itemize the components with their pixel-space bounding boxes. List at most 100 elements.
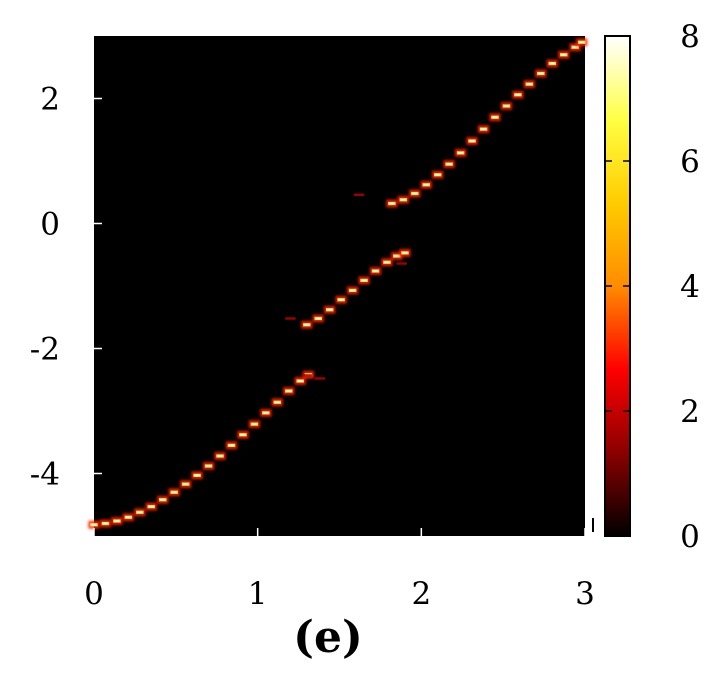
x-tick-label: 0 bbox=[84, 576, 104, 612]
band-segment bbox=[237, 430, 249, 439]
band-segment bbox=[168, 488, 180, 497]
band-segment bbox=[489, 113, 501, 122]
band-segment bbox=[443, 160, 455, 169]
y-tick-label: -2 bbox=[30, 332, 60, 368]
y-tick-label: 0 bbox=[40, 207, 60, 243]
band-segment-peak bbox=[315, 317, 322, 320]
band-segment-peak bbox=[384, 261, 390, 264]
band-segment bbox=[512, 90, 524, 99]
band-faint-segment bbox=[396, 262, 407, 265]
band-segment-peak bbox=[578, 41, 585, 44]
band-faint-segment bbox=[285, 317, 296, 320]
band-segment bbox=[145, 502, 158, 511]
band-segment bbox=[202, 462, 215, 470]
band-segment bbox=[391, 252, 403, 260]
band-segment-peak bbox=[102, 522, 109, 525]
band-segment-peak bbox=[537, 72, 544, 75]
band-segment bbox=[431, 170, 444, 179]
band-segment bbox=[381, 258, 393, 267]
band-segment-peak bbox=[274, 401, 281, 404]
band-segment bbox=[369, 267, 382, 275]
colorbar: 0 2 4 6 8 bbox=[604, 19, 700, 555]
band-segment bbox=[99, 519, 112, 528]
band-segment-peak bbox=[159, 498, 166, 501]
band-segment-peak bbox=[148, 505, 155, 508]
band-segment bbox=[335, 295, 347, 304]
band-segment-peak bbox=[240, 433, 246, 436]
band-segment bbox=[535, 69, 547, 78]
band-segment bbox=[214, 452, 226, 460]
band-segment-peak bbox=[549, 62, 556, 65]
band-segment-peak bbox=[303, 323, 310, 326]
band-segment bbox=[575, 38, 588, 47]
band-segment-peak bbox=[338, 298, 345, 301]
band-segment-peak bbox=[262, 412, 269, 414]
band-segment bbox=[557, 50, 570, 59]
band-segment-peak bbox=[526, 83, 533, 85]
band-segment bbox=[260, 408, 272, 417]
band-segment bbox=[569, 43, 581, 52]
band-segment bbox=[294, 377, 306, 385]
band-segment-peak bbox=[194, 474, 200, 477]
band-faint-segment bbox=[353, 193, 365, 196]
band-segment-peak bbox=[125, 516, 132, 519]
x-tick-label: 1 bbox=[248, 576, 268, 612]
colorbar-ticks: 0 2 4 6 8 bbox=[605, 19, 700, 555]
band-segment-peak bbox=[349, 289, 356, 292]
band-segment bbox=[111, 517, 123, 525]
band-segment bbox=[157, 495, 169, 504]
band-segment-peak bbox=[480, 128, 487, 130]
band-segment-peak bbox=[171, 491, 178, 494]
band-segment-peak bbox=[361, 279, 367, 282]
band-segment bbox=[191, 471, 203, 480]
band-segment bbox=[346, 286, 359, 295]
band-segment bbox=[358, 276, 370, 285]
band-segment-peak bbox=[572, 46, 579, 49]
band-segment-peak bbox=[389, 202, 395, 205]
plot-background bbox=[94, 36, 585, 536]
band-marks bbox=[88, 38, 588, 529]
band-faint-segment bbox=[314, 377, 326, 380]
band-segment-peak bbox=[492, 116, 498, 119]
y-axis-ticks: -4 -2 0 2 bbox=[30, 82, 102, 493]
band-segment-peak bbox=[434, 173, 441, 176]
band-segment-peak bbox=[393, 255, 400, 257]
colorbar-tick-label: 8 bbox=[680, 19, 700, 55]
band-segment-peak bbox=[136, 511, 143, 514]
band-segment-peak bbox=[182, 483, 189, 485]
band-segment bbox=[312, 314, 324, 323]
band-segment-peak bbox=[297, 380, 304, 382]
colorbar-tick-label: 4 bbox=[680, 269, 700, 305]
band-segment bbox=[477, 125, 490, 134]
band-segment bbox=[466, 137, 478, 145]
band-segment bbox=[88, 520, 100, 529]
band-segment-peak bbox=[402, 252, 408, 254]
band-segment-peak bbox=[560, 53, 567, 56]
band-segment-peak bbox=[228, 444, 235, 447]
panel-label: (e) bbox=[293, 612, 363, 663]
band-segment-peak bbox=[251, 423, 258, 425]
band-segment-peak bbox=[457, 152, 464, 154]
band-faint-segment bbox=[301, 374, 312, 377]
band-segment-peak bbox=[326, 308, 333, 311]
band-segment-peak bbox=[285, 390, 292, 392]
x-tick-label: 2 bbox=[411, 576, 431, 612]
band-segment bbox=[134, 508, 146, 517]
band-segment-peak bbox=[503, 105, 510, 107]
colorbar-tick-label: 6 bbox=[680, 144, 700, 180]
band-segment bbox=[248, 420, 261, 429]
band-segment-peak bbox=[469, 140, 475, 142]
band-segment bbox=[409, 189, 421, 198]
x-axis-ticks: 0 1 2 3 bbox=[84, 528, 595, 612]
y-tick-label: 2 bbox=[40, 82, 60, 118]
band-segment-peak bbox=[91, 523, 97, 526]
band-segment-peak bbox=[515, 93, 521, 96]
band-segment-peak bbox=[446, 163, 453, 165]
y-tick-label: -4 bbox=[30, 457, 60, 493]
band-segment bbox=[386, 199, 398, 208]
colorbar-tick-label: 2 bbox=[680, 394, 700, 430]
band-segment bbox=[122, 513, 135, 522]
band-segment bbox=[523, 80, 536, 89]
band-segment bbox=[283, 387, 295, 395]
